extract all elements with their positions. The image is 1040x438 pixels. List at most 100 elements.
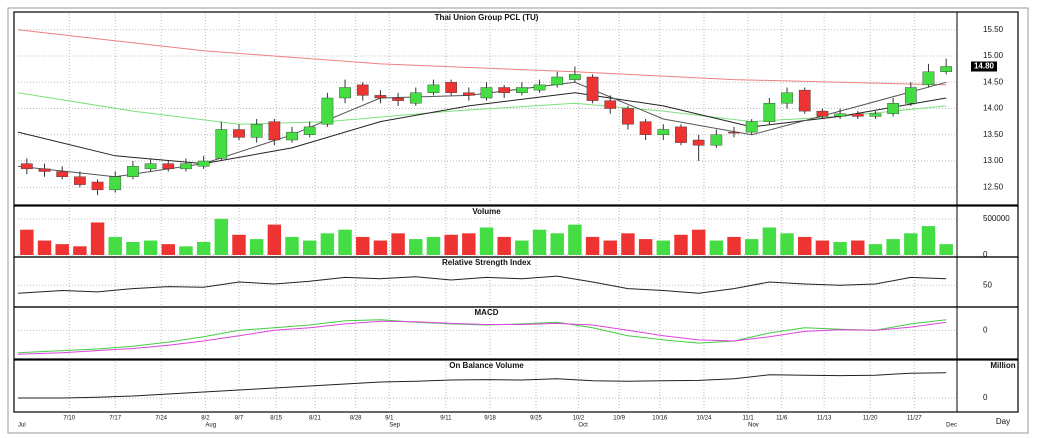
candle-body <box>392 97 404 101</box>
volume-bar <box>798 236 812 255</box>
line <box>17 320 947 355</box>
volume-bar <box>921 226 936 255</box>
candle-body <box>109 176 122 191</box>
candle-body <box>339 87 351 99</box>
candle-body <box>940 66 953 72</box>
candle-body <box>268 121 281 141</box>
candle-body <box>74 176 86 185</box>
candle-body <box>692 139 705 146</box>
x-tick-label: 9/11 <box>440 416 452 422</box>
y-tick-label: 0 <box>983 325 988 334</box>
candle-body <box>745 121 758 133</box>
candle-body <box>816 110 829 117</box>
volume-bar <box>868 244 883 255</box>
volume-bar <box>179 246 193 255</box>
x-tick-label: 9/25 <box>530 416 542 422</box>
x-tick-label: 11/27 <box>907 416 922 422</box>
x-tick-label: 7/10 <box>63 416 75 422</box>
candle-body <box>303 126 316 135</box>
candle-body <box>763 103 776 122</box>
volume-bar <box>568 224 582 255</box>
x-tick-label: 11/6 <box>776 416 788 422</box>
candle-body <box>250 124 263 138</box>
month-label: Nov <box>748 423 759 429</box>
candle-body <box>197 160 210 167</box>
candle-body <box>180 163 192 170</box>
volume-bar <box>55 244 69 255</box>
x-tick-label: 10/24 <box>696 416 712 422</box>
volume-bar <box>73 246 87 255</box>
x-axis-label: Day <box>996 417 1010 426</box>
x-tick-label: 11/13 <box>817 416 832 422</box>
volume-bar <box>515 240 529 255</box>
last-price-label: 14.80 <box>974 62 995 71</box>
panel-title: Relative Strength Index <box>442 258 531 267</box>
volume-bar <box>37 240 52 255</box>
volume-bar <box>886 239 900 255</box>
x-tick-label: 11/1 <box>743 416 755 422</box>
candle-body <box>427 84 440 93</box>
volume-bar <box>638 239 653 255</box>
volume-bar <box>744 239 759 255</box>
volume-bar <box>621 233 635 255</box>
x-tick-label: 8/7 <box>235 416 244 422</box>
panel-title: Volume <box>472 207 501 216</box>
month-label: Aug <box>205 423 216 429</box>
candle-body <box>728 131 740 134</box>
panel-title: Thai Union Group PCL (TU) <box>435 13 539 22</box>
last-price-box <box>971 61 997 72</box>
candle-body <box>480 87 493 99</box>
volume-bar <box>691 229 706 255</box>
volume-bar <box>762 227 777 255</box>
candle-body <box>887 103 899 114</box>
candle-body <box>675 126 687 143</box>
candle-body <box>922 71 935 86</box>
month-label: Sep <box>389 423 400 429</box>
candle-body <box>869 113 882 117</box>
candle-body <box>622 108 634 125</box>
volume-bar <box>815 240 830 255</box>
panel <box>13 306 1019 360</box>
y-tick-label: 14.00 <box>983 104 1004 113</box>
x-tick-label: 9/1 <box>385 416 394 422</box>
panel-title: On Balance Volume <box>449 361 524 370</box>
x-tick-label: 11/20 <box>863 416 878 422</box>
x-tick-label: 8/21 <box>309 416 321 422</box>
candle-body <box>321 97 334 125</box>
line <box>18 372 947 399</box>
x-tick-label: 10/9 <box>613 416 625 422</box>
y-tick-label: 0 <box>983 393 988 402</box>
volume-bar <box>320 233 335 255</box>
volume-bar <box>285 236 299 255</box>
candle-body <box>462 92 475 96</box>
y-tick-label: 13.50 <box>983 130 1004 139</box>
line <box>17 92 947 165</box>
candle-body <box>586 76 599 101</box>
candle-body <box>604 100 617 109</box>
volume-bar <box>214 218 229 255</box>
y-tick-label: 15.00 <box>983 51 1004 60</box>
x-tick-label: 7/17 <box>109 416 121 422</box>
volume-bar <box>143 240 158 255</box>
x-tick-label: 8/28 <box>350 416 362 422</box>
volume-bar <box>90 222 105 255</box>
y-tick-label: 500000 <box>983 214 1010 223</box>
volume-bar <box>656 240 671 255</box>
volume-bar <box>479 227 494 255</box>
candle-body <box>904 87 917 104</box>
y-tick-label: 15.50 <box>983 25 1004 34</box>
y-tick-label: 13.00 <box>983 156 1004 165</box>
candle-body <box>569 74 581 80</box>
candle-body <box>657 129 670 135</box>
month-label: Oct <box>578 423 588 429</box>
y-tick-label: 12.50 <box>983 182 1004 191</box>
candle-body <box>38 168 51 172</box>
month-label: Jul <box>18 423 26 429</box>
x-tick-label: 9/18 <box>484 416 496 422</box>
month-label: Dec <box>946 423 957 429</box>
volume-bar <box>249 239 264 255</box>
panel <box>13 11 1019 206</box>
x-tick-label: 10/16 <box>652 416 668 422</box>
candle-body <box>56 171 69 177</box>
y-tick-label: 0 <box>983 250 988 259</box>
